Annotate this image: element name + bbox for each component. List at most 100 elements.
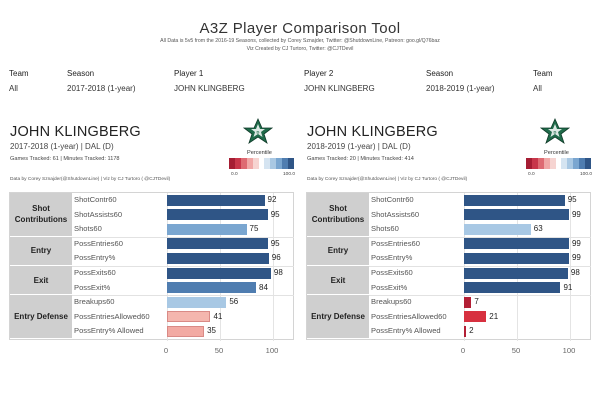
bar-value-label: 91 xyxy=(563,282,573,292)
percentile-bar xyxy=(464,325,467,337)
percentile-bar xyxy=(464,209,569,221)
filter-label: Team xyxy=(9,69,29,78)
filter-player-2-dropdown[interactable]: JOHN KLINGBERG xyxy=(304,84,375,93)
metric-label: PossEntry% Allowed xyxy=(74,326,144,336)
metric-label: ShotAssists60 xyxy=(371,209,420,219)
player-season-team: 2017-2018 (1-year) | DAL (D) xyxy=(10,142,114,151)
bar-value-label: 56 xyxy=(229,297,239,307)
bar-value-label: 95 xyxy=(567,195,577,204)
x-axis-tick-label: 100 xyxy=(562,346,576,355)
legend-swatch xyxy=(573,158,580,169)
filter-season-1: Season 2017-2018 (1-year) xyxy=(67,69,135,94)
legend-min-label: 0.0 xyxy=(231,172,238,177)
percentile-bar xyxy=(464,296,472,308)
percentile-bar xyxy=(167,325,205,337)
filter-season-1-dropdown[interactable]: 2017-2018 (1-year) xyxy=(67,84,136,93)
legend-swatch xyxy=(561,158,568,169)
percentile-bar xyxy=(167,311,211,323)
percentile-bar xyxy=(167,238,268,250)
metric-label: ShotContr60 xyxy=(371,195,414,204)
metric-label: PossExit% xyxy=(371,282,408,292)
bar-value-label: 99 xyxy=(571,253,581,263)
filter-team-2-dropdown[interactable]: All xyxy=(533,84,542,93)
legend-swatch xyxy=(567,158,574,169)
metric-label: ShotContr60 xyxy=(74,195,117,204)
bar-value-label: 98 xyxy=(273,268,283,277)
percentile-bar xyxy=(464,282,561,294)
percentile-legend-title: Percentile xyxy=(544,150,569,156)
page-title: A3Z Player Comparison Tool xyxy=(199,20,401,37)
x-axis-tick-label: 0 xyxy=(163,346,169,355)
axis-gridline xyxy=(570,193,571,341)
metric-group-shot-contributions: Shot Contributions xyxy=(10,193,72,237)
percentile-color-legend xyxy=(229,158,294,169)
bar-value-label: 84 xyxy=(259,282,268,292)
filter-label: Team xyxy=(533,69,553,78)
legend-swatch xyxy=(276,158,283,169)
metric-label: PossEntriesAllowed60 xyxy=(371,311,447,321)
games-minutes-tracked: Games Tracked: 20 | Minutes Tracked: 414 xyxy=(307,156,414,162)
legend-swatch xyxy=(282,158,289,169)
bar-value-label: 35 xyxy=(207,326,216,336)
legend-swatch xyxy=(252,158,259,169)
panel-credit: Data by Corey Sznajder(@ShutdownLine) | … xyxy=(307,177,468,182)
player-season-team: 2018-2019 (1-year) | DAL (D) xyxy=(307,142,411,151)
bar-value-label: 92 xyxy=(267,195,277,204)
svg-text:D: D xyxy=(554,130,557,135)
legend-swatch xyxy=(543,158,550,169)
legend-swatch xyxy=(526,158,532,169)
axis-gridline xyxy=(273,193,274,341)
axis-gridline xyxy=(167,193,168,341)
filter-label: Player 2 xyxy=(304,69,334,78)
metric-group-entry: Entry xyxy=(10,236,72,266)
legend-swatch xyxy=(531,158,538,169)
percentile-bar xyxy=(464,252,569,264)
axis-gridline xyxy=(464,193,465,341)
metric-label: PossEntries60 xyxy=(74,238,123,248)
metric-label: Shots60 xyxy=(371,224,399,234)
metric-label: PossExits60 xyxy=(371,268,413,277)
percentile-bar xyxy=(464,194,565,206)
filter-label: Player 1 xyxy=(174,69,204,78)
filter-team-1: Team All xyxy=(9,69,29,94)
legend-swatch xyxy=(258,158,265,169)
player-2-panel: JOHN KLINGBERG 2018-2019 (1-year) | DAL (… xyxy=(306,118,592,355)
legend-swatch xyxy=(270,158,277,169)
bar-value-label: 41 xyxy=(213,311,223,321)
metric-group-entry: Entry xyxy=(307,236,369,266)
percentile-bar xyxy=(464,311,487,323)
player-name: JOHN KLINGBERG xyxy=(307,124,438,140)
percentile-bar xyxy=(167,296,227,308)
legend-swatch xyxy=(246,158,253,169)
filter-season-2-dropdown[interactable]: 2018-2019 (1-year) xyxy=(426,84,495,93)
legend-swatch xyxy=(555,158,562,169)
x-axis-tick-label: 50 xyxy=(214,346,224,355)
bar-value-label: 2 xyxy=(469,326,474,336)
filter-team-1-dropdown[interactable]: All xyxy=(9,84,18,93)
bar-value-label: 21 xyxy=(489,311,499,321)
filter-season-2: Season 2018-2019 (1-year) xyxy=(426,69,494,94)
metric-label: Shots60 xyxy=(74,224,102,234)
percentile-bar xyxy=(167,194,265,206)
group-divider xyxy=(369,295,591,297)
metric-group-entry-defense: Entry Defense xyxy=(307,295,369,339)
percentile-bar-chart: Shot Contributions ShotContr60 92 ShotAssis… xyxy=(9,192,294,341)
axis-gridline xyxy=(517,193,518,341)
percentile-bar xyxy=(167,267,271,279)
legend-swatch xyxy=(579,158,586,169)
metric-label: PossEntries60 xyxy=(371,238,420,248)
percentile-bar xyxy=(167,223,247,235)
axis-gridline xyxy=(220,193,221,341)
page-subtitle-viz-credit: Viz Created by CJ Turtoro, Twitter: @CJT… xyxy=(246,46,354,52)
filter-player-1-dropdown[interactable]: JOHN KLINGBERG xyxy=(174,84,245,93)
percentile-bar xyxy=(167,282,257,294)
bar-value-label: 75 xyxy=(249,224,259,234)
percentile-color-legend xyxy=(526,158,591,169)
bar-value-label: 63 xyxy=(533,224,543,234)
legend-swatch xyxy=(537,158,544,169)
percentile-bar-chart: Shot Contributions ShotContr60 95 ShotAssis… xyxy=(306,192,591,341)
filter-team-2: Team All xyxy=(533,69,553,94)
dallas-stars-logo-icon: D xyxy=(539,118,571,144)
legend-swatch xyxy=(264,158,271,169)
group-divider xyxy=(72,295,294,297)
